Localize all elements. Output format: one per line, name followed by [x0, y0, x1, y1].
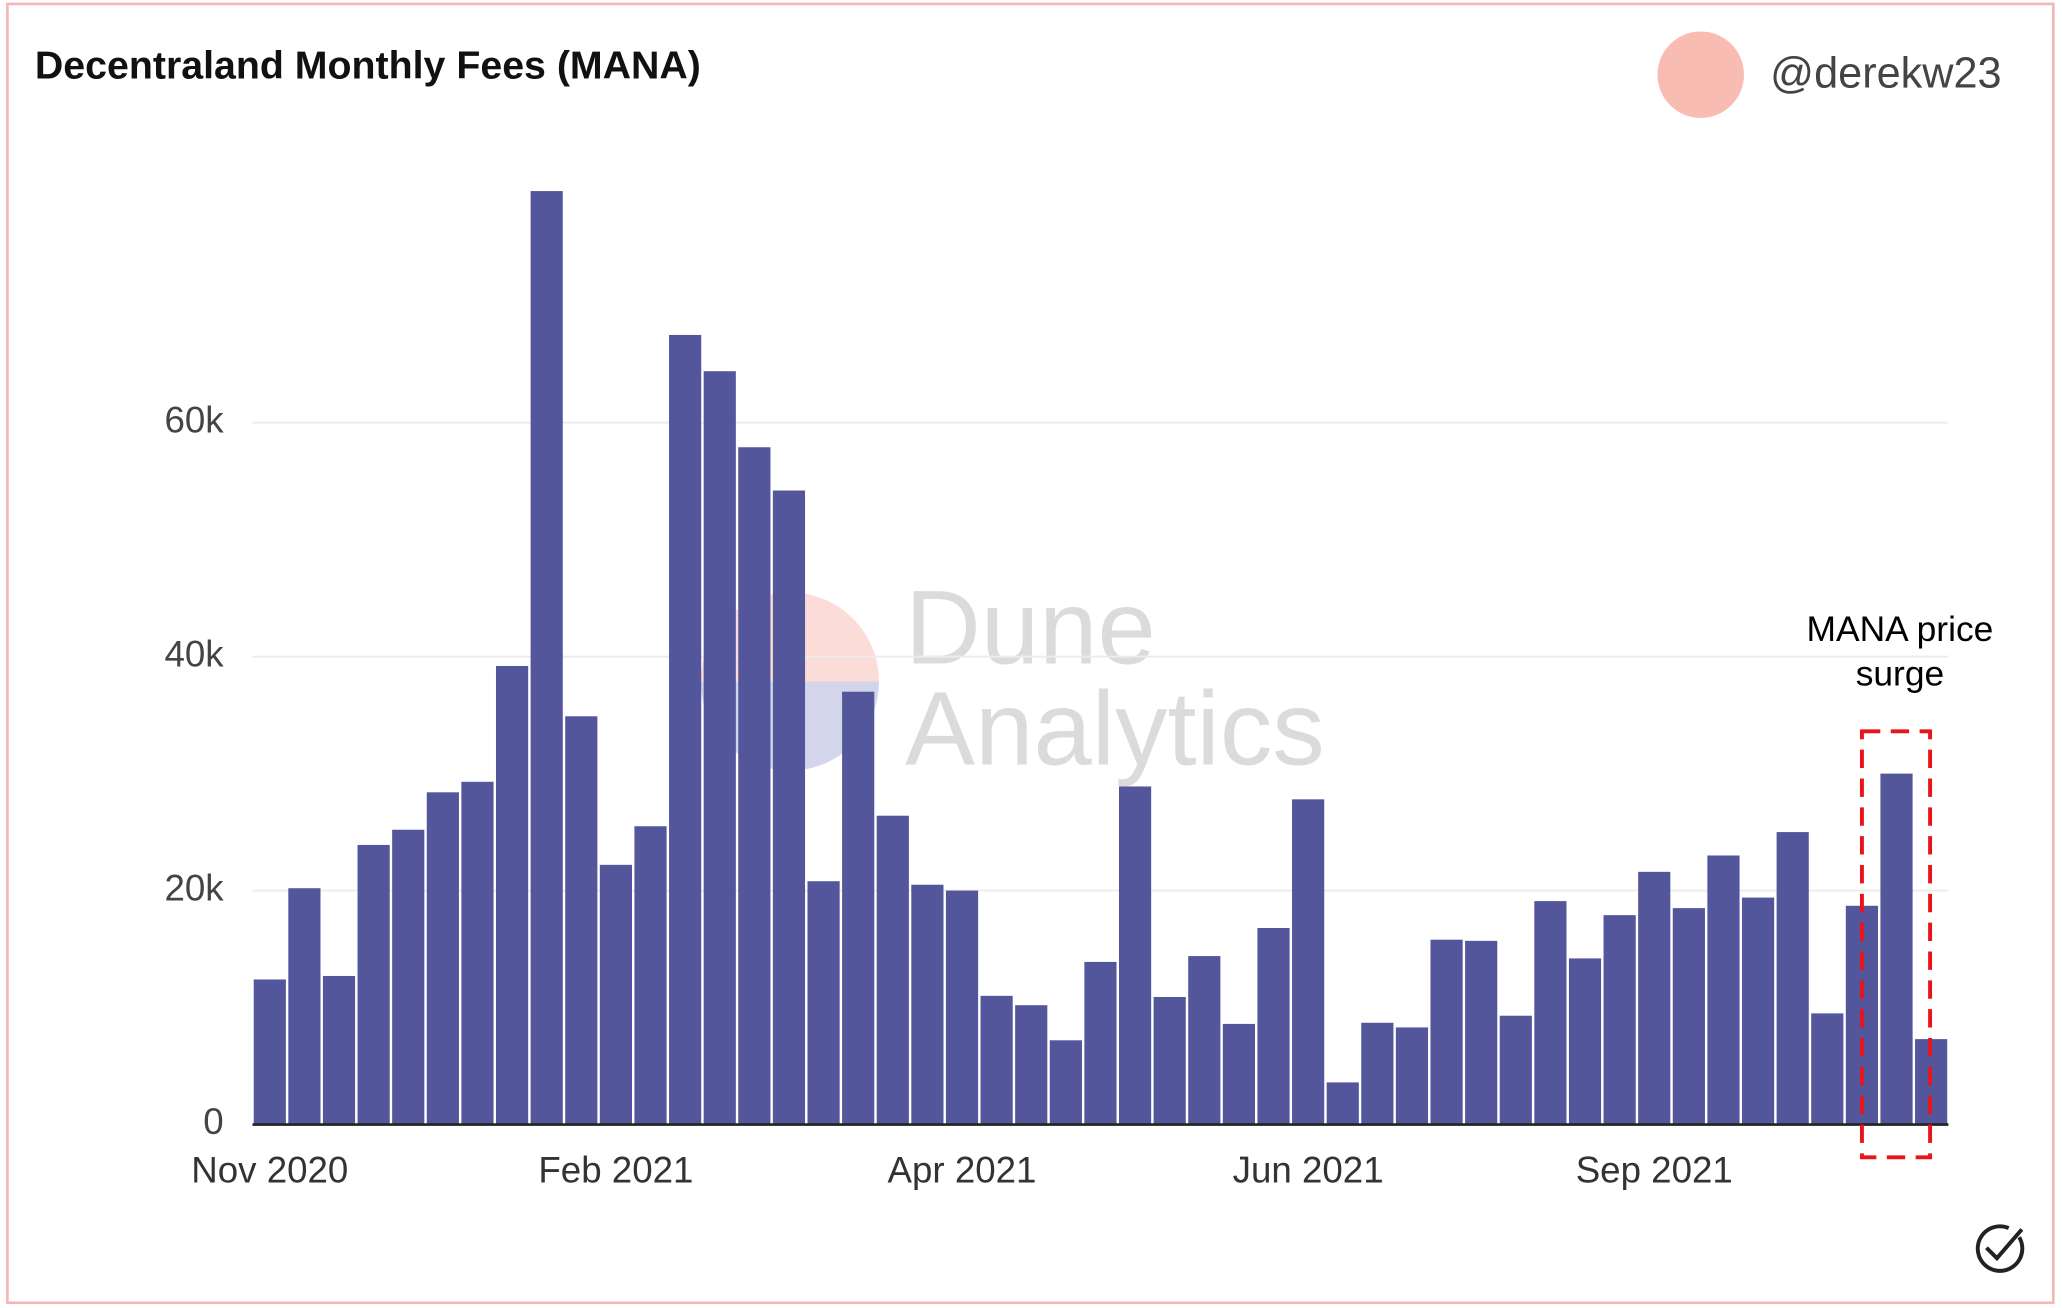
x-tick-label: Sep 2021: [1576, 1150, 1733, 1191]
bar: [1395, 1027, 1429, 1125]
bar: [1603, 915, 1636, 1125]
bar: [1811, 1013, 1844, 1125]
bar: [669, 334, 702, 1125]
bar: [322, 975, 356, 1125]
bar: [1638, 871, 1671, 1125]
bar: [1153, 997, 1186, 1125]
x-tick-label: Nov 2020: [191, 1150, 348, 1191]
bar: [1534, 901, 1567, 1125]
bar: [1292, 799, 1325, 1125]
y-tick-label: 20k: [165, 867, 225, 908]
bar: [1707, 855, 1740, 1125]
bar: [945, 890, 979, 1125]
bar: [634, 826, 667, 1125]
x-tick-label: Feb 2021: [538, 1150, 693, 1191]
bar: [1776, 832, 1809, 1125]
bar: [1568, 958, 1602, 1125]
annotation: MANA price: [1807, 610, 1994, 649]
bar: [565, 716, 598, 1125]
bar: [1672, 908, 1705, 1125]
x-tick-label: Apr 2021: [888, 1150, 1037, 1191]
bar: [288, 888, 321, 1125]
bar: [1257, 927, 1290, 1125]
bar: [1084, 961, 1117, 1125]
bar: [1188, 956, 1221, 1125]
bar: [1361, 1022, 1394, 1125]
bar: [876, 815, 909, 1125]
bar: [599, 864, 633, 1125]
bar: [392, 829, 425, 1125]
avatar: [1657, 31, 1744, 118]
author: @derekw23: [1770, 49, 2001, 97]
watermark-text: Dune: [905, 569, 1156, 686]
check-icon: [1975, 1224, 2025, 1273]
bar: [1049, 1040, 1082, 1125]
bar: [495, 665, 529, 1125]
chart-title: Decentraland Monthly Fees (MANA): [35, 44, 701, 88]
watermark-text: Analytics: [905, 670, 1324, 787]
bar: [842, 691, 875, 1125]
bar: [1118, 786, 1152, 1125]
x-tick-label: Jun 2021: [1233, 1150, 1384, 1191]
bar: [530, 191, 563, 1125]
bar: [1430, 939, 1463, 1125]
highlight-box: [1859, 729, 1933, 1160]
annotation: surge: [1856, 655, 1945, 694]
bar: [1499, 1015, 1532, 1125]
bar: [1880, 773, 1913, 1125]
bar: [1222, 1023, 1256, 1125]
bar: [911, 884, 944, 1125]
bar: [980, 995, 1013, 1125]
bar: [1741, 897, 1775, 1125]
y-tick-label: 60k: [165, 399, 225, 440]
bar: [357, 844, 390, 1125]
bar: [772, 490, 806, 1125]
bar: [1015, 1005, 1048, 1125]
bar: [703, 371, 736, 1125]
bar: [738, 447, 771, 1125]
bar: [807, 881, 840, 1125]
bar: [426, 792, 459, 1125]
bar: [461, 781, 494, 1125]
y-tick-label: 0: [203, 1101, 223, 1142]
bar: [1326, 1082, 1359, 1125]
bar: [253, 979, 286, 1125]
bar: [1465, 940, 1498, 1125]
y-tick-label: 40k: [165, 633, 225, 674]
